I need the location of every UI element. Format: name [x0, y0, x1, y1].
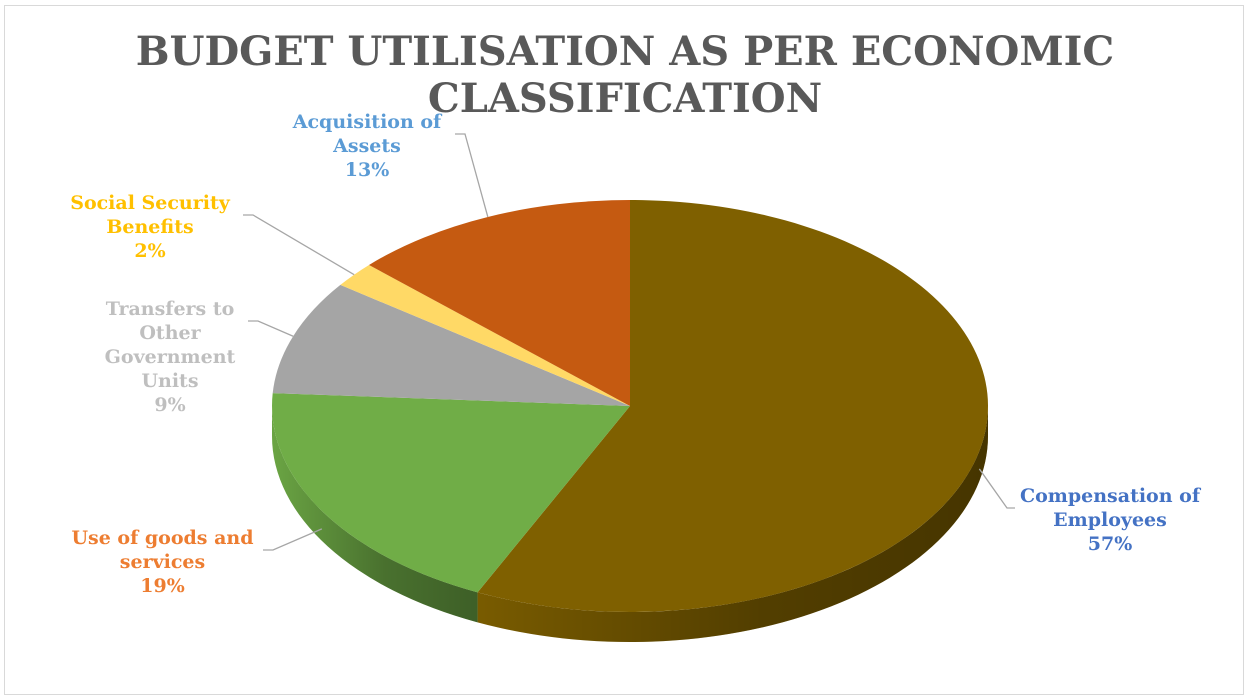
leader-line-use-of-goods-and-services	[263, 528, 323, 551]
leader-line-social-security-benefits	[243, 214, 355, 276]
slice-label-compensation-of-employees: Compensation of Employees 57%	[1010, 484, 1210, 556]
slice-label-social-security-benefits: Social Security Benefits 2%	[50, 191, 250, 263]
slice-name: Units	[141, 370, 199, 392]
slice-name: Other	[139, 322, 201, 344]
slice-name: Compensation of	[1019, 485, 1201, 507]
pie-slice-acquisition-of-assets[interactable]	[369, 200, 630, 406]
chart-title-line: CLASSIFICATION	[427, 75, 823, 122]
slice-percent: 19%	[140, 575, 185, 597]
slice-name: Social Security	[70, 192, 230, 214]
slice-name: Acquisition of	[292, 111, 442, 133]
slice-percent: 9%	[154, 394, 186, 416]
chart-title: BUDGET UTILISATION AS PER ECONOMIC CLASS…	[0, 28, 1250, 122]
pie-slice-use-of-goods-and-services[interactable]	[271, 393, 630, 593]
leader-lines	[243, 133, 1015, 551]
slice-name: Use of goods and	[71, 527, 254, 549]
pie-side-shade-compensation-of-employees	[477, 406, 988, 642]
leader-line-compensation-of-employees	[978, 468, 1015, 509]
leader-line-acquisition-of-assets	[455, 133, 489, 218]
slice-label-transfers-to-other-government-units: Transfers to Other Government Units 9%	[85, 297, 255, 417]
slice-label-acquisition-of-assets: Acquisition of Assets 13%	[272, 110, 462, 182]
slice-label-use-of-goods-and-services: Use of goods and services 19%	[55, 526, 270, 598]
slice-name: Government	[104, 346, 236, 368]
pie-top-faces	[271, 199, 989, 612]
slice-name: Transfers to	[105, 298, 235, 320]
pie-slice-social-security-benefits[interactable]	[340, 264, 630, 406]
pie-slice-compensation-of-employees[interactable]	[477, 199, 989, 612]
pie-side-shade-use-of-goods-and-services	[272, 406, 478, 623]
pie-slice-transfers-to-other-government-units[interactable]	[272, 284, 630, 406]
chart-title-line: BUDGET UTILISATION AS PER ECONOMIC	[135, 28, 1115, 75]
slice-name: Employees	[1053, 509, 1167, 531]
slice-percent: 2%	[134, 240, 166, 262]
pie-side-walls	[272, 406, 988, 642]
leader-line-transfers-to-other-government-units	[248, 320, 294, 337]
slice-name: Benefits	[106, 216, 194, 238]
slice-percent: 13%	[344, 159, 390, 181]
slice-name: services	[119, 551, 206, 573]
slice-percent: 57%	[1087, 533, 1133, 555]
slice-name: Assets	[333, 135, 401, 157]
